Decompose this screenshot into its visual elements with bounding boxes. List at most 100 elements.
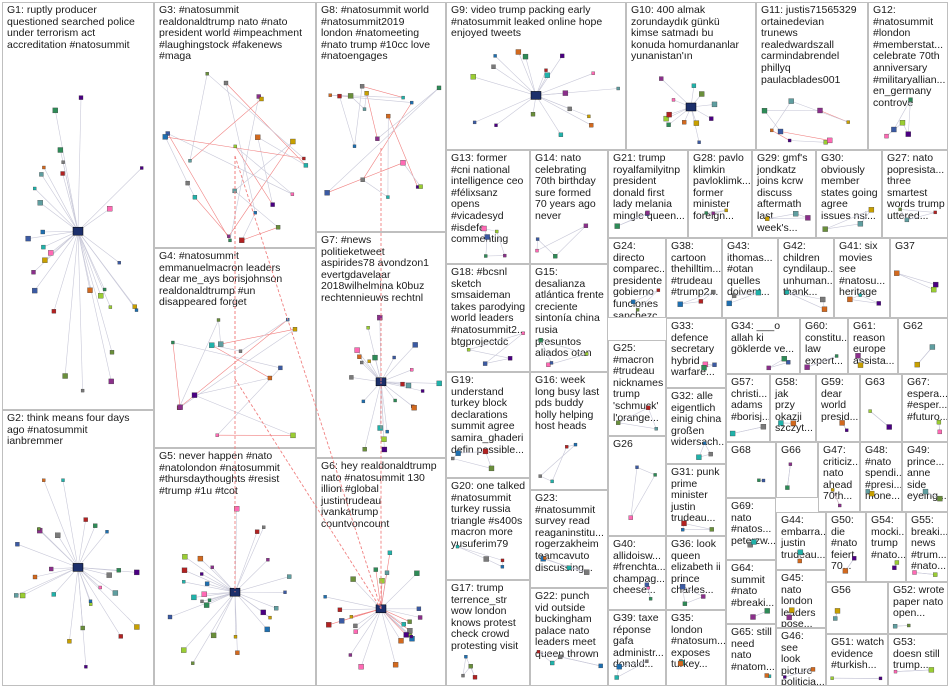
- group-panel-g55: G55: breaki... news #trum... #nato...: [906, 512, 948, 582]
- group-label: G2: think means four days ago #natosummi…: [7, 412, 130, 448]
- group-panel-g6: G6: hey realdonaldtrump nato #natosummit…: [316, 458, 446, 686]
- group-panel-g69: G69: nato #natos... peterzw...: [726, 498, 776, 560]
- group-panel-g49: G49: prince... anne side eyeing...: [902, 442, 948, 512]
- group-label: G14: nato celebrating 70th birthday sure…: [535, 152, 596, 222]
- group-label: G48: #nato spendi... #presi... mone...: [865, 444, 902, 503]
- group-label: G41: six movies see #natosu... heritage: [839, 240, 886, 299]
- group-panel-g54: G54: mocki... trump #nato...: [866, 512, 906, 582]
- group-label: G22: punch vid outside buckingham palace…: [535, 590, 599, 660]
- group-label: G59: dear world presid...: [821, 376, 859, 423]
- group-label: G51: watch evidence #turkish...: [831, 636, 885, 672]
- group-panel-g2: G2: think means four days ago #natosummi…: [2, 410, 154, 686]
- group-panel-g41: G41: six movies see #natosu... heritage: [834, 238, 890, 318]
- group-label: G13: former #cni national intelligence c…: [451, 152, 524, 246]
- group-label: G17: trump terrence_str wow london knows…: [451, 582, 519, 652]
- group-panel-g4: G4: #natosummit emmanuelmacron leaders d…: [154, 248, 316, 448]
- group-panel-g12: G12: #natosummit #london #memberstat... …: [868, 2, 948, 150]
- group-label: G34: ___o allah ki göklerde ve...: [731, 320, 795, 356]
- group-panel-g15: G15: desalianza atlántica frente crecien…: [530, 264, 608, 372]
- group-panel-g16: G16: week long busy last pds buddy holly…: [530, 372, 608, 490]
- group-label: G3: #natosummit realdonaldtrump nato #na…: [159, 4, 302, 63]
- group-label: G19: understand turkey block declaration…: [451, 374, 524, 456]
- group-label: G16: week long busy last pds buddy holly…: [535, 374, 600, 433]
- group-panel-g26: G26: [608, 436, 666, 536]
- group-label: G23: #natosummit survey read reaganinsti…: [535, 492, 604, 574]
- group-panel-g51: G51: watch evidence #turkish...: [826, 634, 888, 686]
- group-panel-g31: G31: punk prime minister justin trudeau.…: [666, 464, 726, 536]
- group-label: G27: nato popresista... three smartest w…: [887, 152, 945, 222]
- group-label: G36: look queen elizabeth ii prince char…: [671, 538, 721, 597]
- group-panel-g14: G14: nato celebrating 70th birthday sure…: [530, 150, 608, 264]
- group-panel-g17: G17: trump terrence_str wow london knows…: [446, 580, 530, 686]
- group-panel-g53: G53: doesn still trump...: [888, 634, 948, 686]
- group-panel-g30: G30: obviously member states going agree…: [816, 150, 882, 238]
- group-label: G53: doesn still trump...: [893, 636, 940, 672]
- group-label: G43: ithomas... #otan quelles doivent...: [727, 240, 773, 299]
- group-panel-g23: G23: #natosummit survey read reaganinsti…: [530, 490, 608, 588]
- group-label: G8: #natosummit world #natosummit2019 lo…: [321, 4, 431, 63]
- group-label: G21: trump royalfamilyitnp president don…: [613, 152, 685, 222]
- group-panel-g27: G27: nato popresista... three smartest w…: [882, 150, 948, 238]
- group-panel-g44: G44: embarra... justin trudeau...: [776, 512, 826, 570]
- group-panel-g39: G39: taxe réponse gafa administr... dona…: [608, 610, 666, 686]
- group-panel-g22: G22: punch vid outside buckingham palace…: [530, 588, 608, 686]
- group-label: G60: constitu... law expert...: [805, 320, 848, 367]
- group-label: G30: obviously member states going agree…: [821, 152, 878, 222]
- group-label: G64: summit #nato #breaki...: [731, 562, 775, 609]
- group-panel-g19: G19: understand turkey block declaration…: [446, 372, 530, 478]
- group-panel-g43: G43: ithomas... #otan quelles doivent...: [722, 238, 778, 318]
- group-label: G69: nato #natos... peterzw...: [731, 500, 776, 547]
- group-label: G44: embarra... justin trudeau...: [781, 514, 826, 561]
- group-label: G55: breaki... news #trum... #nato...: [911, 514, 948, 573]
- group-panel-g58: G58: jak przy okazji szczyt...: [770, 374, 816, 442]
- group-label: G46: see look picture politicia...: [781, 630, 825, 686]
- group-panel-g24: G24: directo comparec... presidente gobi…: [608, 238, 666, 318]
- group-label: G26: [613, 438, 633, 450]
- group-label: G38: cartoon thehilltim... #trudeau #tru…: [671, 240, 722, 299]
- group-panel-g13: G13: former #cni national intelligence c…: [446, 150, 530, 264]
- group-label: G24: directo comparec... presidente gobi…: [613, 240, 666, 318]
- group-panel-g59: G59: dear world presid...: [816, 374, 860, 442]
- group-panel-g62: G62: [898, 318, 948, 374]
- group-panel-g3: G3: #natosummit realdonaldtrump nato #na…: [154, 2, 316, 248]
- group-panel-g67: G67: espera... #esper... #futuro...: [902, 374, 948, 442]
- group-label: G50: die #nato feiert 70...: [831, 514, 858, 573]
- group-label: G12: #natosummit #london #memberstat... …: [873, 4, 946, 109]
- group-label: G62: [903, 320, 923, 332]
- group-label: G45: nato london leaders pose...: [781, 572, 816, 628]
- group-panel-g40: G40: allidoisw... #frenchta... champag..…: [608, 536, 666, 610]
- group-label: G32: alle eigentlich einig china großen …: [671, 390, 726, 449]
- group-panel-g34: G34: ___o allah ki göklerde ve...: [726, 318, 800, 374]
- group-label: G61: reason europe assista...: [853, 320, 895, 367]
- group-panel-g33: G33: defence secretary hybrid warfare...: [666, 318, 726, 388]
- group-label: G1: ruptly producer questioned searched …: [7, 4, 135, 51]
- group-panel-g21: G21: trump royalfamilyitnp president don…: [608, 150, 688, 238]
- group-label: G47: criticiz... nato ahead 70th...: [823, 444, 860, 503]
- group-label: G7: #news politieketweet aspirides78 avo…: [321, 234, 429, 304]
- group-panel-g68: G68: [726, 442, 776, 498]
- group-panel-g1: G1: ruptly producer questioned searched …: [2, 2, 154, 410]
- group-label: G33: defence secretary hybrid warfare...: [671, 320, 715, 379]
- group-label: G63: [865, 376, 885, 388]
- group-panel-g9: G9: video trump packing early #natosummi…: [446, 2, 626, 150]
- group-panel-g37: G37: [890, 238, 948, 318]
- group-label: G49: prince... anne side eyeing...: [907, 444, 947, 503]
- group-panel-g32: G32: alle eigentlich einig china großen …: [666, 388, 726, 464]
- group-label: G9: video trump packing early #natosummi…: [451, 4, 603, 40]
- group-panel-g20: G20: one talked #natosummit turkey russi…: [446, 478, 530, 580]
- group-panel-g47: G47: criticiz... nato ahead 70th...: [818, 442, 860, 512]
- group-label: G20: one talked #natosummit turkey russi…: [451, 480, 526, 550]
- group-panel-g42: G42: children cyndilaup... unhuman... th…: [778, 238, 834, 318]
- group-label: G28: pavlo klimkin pavloklimk... former …: [693, 152, 751, 222]
- group-label: G42: children cyndilaup... unhuman... th…: [783, 240, 834, 299]
- group-label: G18: #bcsnl sketch smsaideman takes paro…: [451, 266, 526, 348]
- group-panel-g29: G29: gmf's jondkatz joins kcrw discuss a…: [752, 150, 816, 238]
- group-label: G25: #macron #trudeau nicknames trump 's…: [613, 342, 664, 424]
- group-panel-g18: G18: #bcsnl sketch smsaideman takes paro…: [446, 264, 530, 372]
- group-label: G39: taxe réponse gafa administr... dona…: [613, 612, 664, 671]
- group-panel-g11: G11: justis71565329 ortainedevian trunew…: [756, 2, 868, 150]
- group-panel-g65: G65: still need nato #natom...: [726, 624, 776, 686]
- group-label: G58: jak przy okazji szczyt...: [775, 376, 813, 435]
- group-label: G67: espera... #esper... #futuro...: [907, 376, 948, 423]
